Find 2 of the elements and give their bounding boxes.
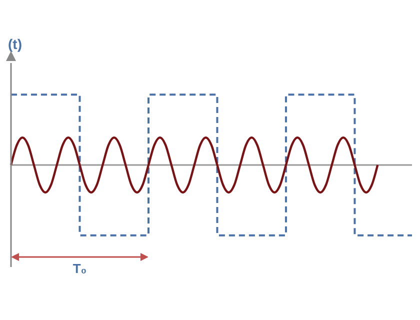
y-axis-title: (t) <box>8 36 22 52</box>
text: T₀ <box>72 261 87 276</box>
